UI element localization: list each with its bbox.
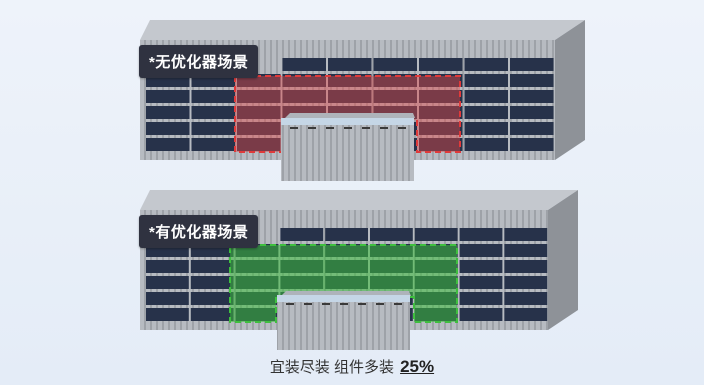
solar-panel (510, 90, 554, 103)
rooftop-obstacle (281, 123, 414, 181)
solar-panel (419, 106, 463, 119)
solar-panel (190, 292, 234, 305)
solar-panel (328, 90, 372, 103)
solar-panel (510, 74, 554, 87)
solar-panel (504, 244, 548, 257)
scenario-label-without-optimizer: *无优化器场景 (139, 45, 259, 78)
scenario-label-with-optimizer: *有优化器场景 (139, 215, 259, 248)
solar-panel (370, 228, 413, 241)
solar-panel (504, 276, 548, 289)
solar-panel (419, 138, 463, 151)
solar-panel (504, 292, 548, 305)
solar-panel (459, 292, 503, 305)
solar-panel (146, 260, 189, 273)
caption-text: 宜装尽装 组件多装 (269, 359, 395, 376)
solar-panel (328, 74, 372, 87)
solar-panel (237, 138, 281, 151)
solar-panel (414, 228, 458, 241)
solar-panel (328, 58, 372, 71)
caption-percentage: 25% (400, 357, 435, 376)
solar-panel (419, 58, 463, 71)
solar-panel (191, 138, 235, 151)
solar-panel (373, 74, 417, 87)
solar-panel (419, 90, 463, 103)
building-with-optimizer (140, 190, 578, 350)
solar-panel (459, 308, 503, 321)
solar-panel (373, 90, 417, 103)
solar-panel (464, 122, 508, 135)
solar-panel (459, 276, 503, 289)
solar-panel (464, 74, 508, 87)
solar-panel (510, 138, 554, 151)
solar-panel (191, 122, 235, 135)
solar-panel (510, 58, 554, 71)
solar-panel (146, 122, 190, 135)
solar-panel (464, 58, 508, 71)
solar-panel (237, 122, 281, 135)
solar-panel (504, 308, 548, 321)
solar-panel (237, 106, 281, 119)
solar-panel (146, 276, 189, 289)
solar-panel (237, 90, 281, 103)
solar-panel (419, 74, 463, 87)
solar-panel (510, 122, 554, 135)
solar-panel (190, 260, 234, 273)
solar-panel (464, 90, 508, 103)
solar-panel (510, 106, 554, 119)
solar-panel (146, 292, 189, 305)
solar-panel (464, 138, 508, 151)
solar-panel (146, 138, 190, 151)
solar-panel (190, 308, 234, 321)
solar-panel (280, 228, 324, 241)
solar-panel (191, 90, 235, 103)
solar-panel (464, 106, 508, 119)
solar-panel (459, 244, 503, 257)
rooftop-obstacle (277, 300, 410, 350)
solar-panel (419, 122, 463, 135)
solar-panel (282, 58, 326, 71)
green-added-area (229, 244, 458, 323)
solar-panel (325, 228, 368, 241)
caption: 宜装尽装 组件多装 25% (0, 356, 704, 377)
solar-panel (282, 74, 326, 87)
solar-panel (373, 58, 417, 71)
solar-panel (282, 90, 326, 103)
solar-panel (504, 228, 548, 241)
solar-panel (146, 90, 190, 103)
solar-panel (191, 106, 235, 119)
solar-panel (146, 308, 189, 321)
solar-panel (146, 106, 190, 119)
solar-panel (459, 228, 503, 241)
solar-panel (459, 260, 503, 273)
building-without-optimizer (140, 20, 585, 181)
solar-panel (504, 260, 548, 273)
solar-panel (190, 276, 234, 289)
